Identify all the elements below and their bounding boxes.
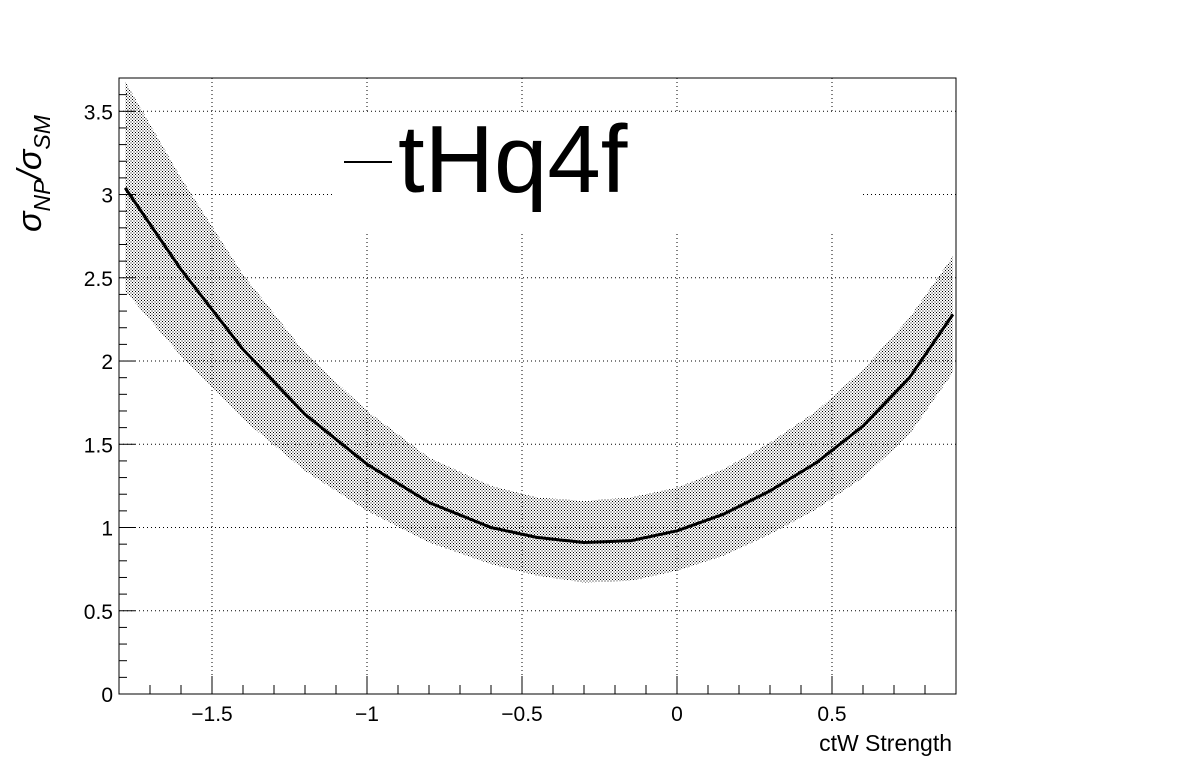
y-axis-title-sub-np: NP	[29, 179, 55, 212]
uncertainty-band-layer	[125, 81, 953, 583]
legend-box	[334, 112, 860, 232]
series-line-thq4f	[123, 187, 955, 544]
y-tick-labels: 0 0.5 1 1.5 2 2.5 3 3.5	[84, 101, 113, 707]
y-tick-label-1: 0.5	[84, 601, 113, 624]
y-tick-label-7: 3.5	[84, 101, 113, 124]
y-tick-label-4: 2	[101, 351, 113, 374]
x-tick-label-1: −1	[355, 703, 379, 726]
x-tick-label-4: 0.5	[817, 703, 846, 726]
axis-ticks	[118, 77, 957, 695]
series-line-layer	[123, 187, 955, 544]
svg-text:σNP/σSM: σNP/σSM	[11, 114, 55, 232]
y-axis-title-sigma: σ	[11, 210, 49, 232]
x-tick-labels: −1.5 −1 −0.5 0 0.5	[191, 703, 846, 726]
x-tick-label-3: 0	[671, 703, 683, 726]
x-tick-label-2: −0.5	[501, 703, 542, 726]
x-axis-title: ctW Strength	[819, 730, 952, 756]
y-tick-label-3: 1.5	[84, 434, 113, 457]
uncertainty-band	[125, 81, 953, 583]
plot-frame	[118, 77, 957, 695]
y-tick-label-6: 3	[101, 185, 113, 208]
y-axis-title-separator: /σ	[11, 148, 49, 181]
y-axis-title-sub-sm: SM	[29, 114, 55, 149]
y-tick-label-5: 2.5	[84, 268, 113, 291]
y-tick-label-0: 0	[101, 684, 113, 707]
y-tick-label-2: 1	[101, 518, 113, 541]
y-axis-title: σNP/σSM	[11, 114, 55, 232]
legend-label-thq4f: tHq4f	[398, 106, 628, 213]
x-tick-label-0: −1.5	[191, 703, 232, 726]
